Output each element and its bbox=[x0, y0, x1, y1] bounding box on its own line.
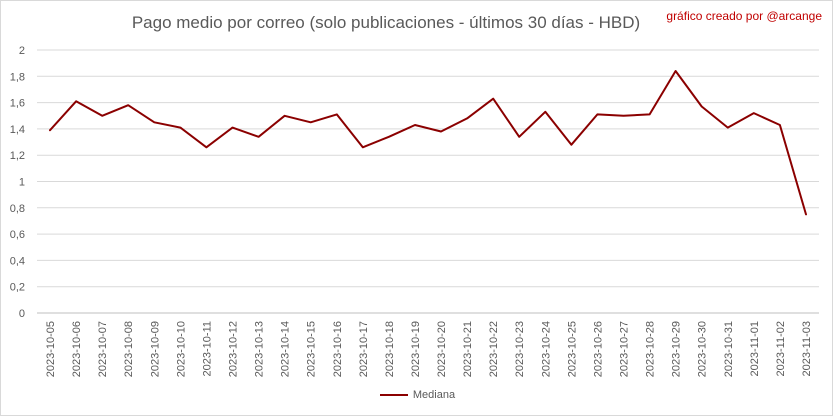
x-tick-label: 2023-10-18 bbox=[384, 321, 396, 377]
y-tick-label: 1,4 bbox=[10, 124, 25, 136]
y-tick-label: 0 bbox=[19, 308, 25, 320]
y-tick-label: 1,6 bbox=[10, 98, 25, 110]
x-tick-label: 2023-10-14 bbox=[280, 321, 292, 377]
x-tick-label: 2023-10-28 bbox=[645, 321, 657, 377]
x-tick-label: 2023-10-31 bbox=[723, 321, 735, 377]
y-tick-label: 0,8 bbox=[10, 203, 25, 215]
x-tick-label: 2023-10-23 bbox=[514, 321, 526, 377]
chart-title: Pago medio por correo (solo publicacione… bbox=[131, 13, 641, 32]
y-tick-label: 0,6 bbox=[10, 229, 25, 241]
legend-label: Mediana bbox=[412, 389, 456, 401]
chart-legend: Mediana bbox=[1, 389, 833, 401]
x-tick-label: 2023-10-22 bbox=[488, 321, 500, 377]
x-tick-label: 2023-10-27 bbox=[619, 321, 631, 377]
x-tick-label: 2023-10-12 bbox=[228, 321, 240, 377]
x-tick-label: 2023-10-10 bbox=[175, 321, 187, 377]
x-tick-label: 2023-10-17 bbox=[358, 321, 370, 377]
x-tick-label: 2023-10-11 bbox=[201, 321, 213, 376]
x-tick-label: 2023-10-07 bbox=[97, 321, 109, 377]
y-tick-label: 1,2 bbox=[10, 150, 25, 162]
x-tick-label: 2023-11-01 bbox=[749, 321, 761, 376]
series-line-mediana bbox=[49, 70, 807, 216]
y-tick-label: 0,2 bbox=[10, 282, 25, 294]
x-tick-label: 2023-10-26 bbox=[592, 321, 604, 377]
y-tick-label: 1 bbox=[19, 177, 25, 189]
chart-credit: gráfico creado por @arcange bbox=[666, 9, 822, 23]
x-tick-label: 2023-10-05 bbox=[45, 321, 57, 377]
y-tick-label: 2 bbox=[19, 45, 25, 57]
x-tick-label: 2023-10-24 bbox=[540, 321, 552, 377]
x-tick-label: 2023-10-15 bbox=[306, 321, 318, 377]
x-tick-label: 2023-10-06 bbox=[71, 321, 83, 377]
x-tick-label: 2023-10-09 bbox=[149, 321, 161, 377]
legend-swatch bbox=[379, 394, 408, 396]
x-tick-label: 2023-10-20 bbox=[436, 321, 448, 377]
x-tick-label: 2023-10-21 bbox=[462, 321, 474, 377]
x-tick-label: 2023-10-13 bbox=[254, 321, 266, 377]
y-tick-label: 1,8 bbox=[10, 71, 25, 83]
x-tick-label: 2023-10-16 bbox=[332, 321, 344, 377]
line-chart: 0 0,2 0,4 0,6 0,8 1 1,2 1,4 1,6 1,8 2 2023-10-05 202… bbox=[10, 45, 819, 377]
x-tick-label: 2023-10-08 bbox=[123, 321, 135, 377]
x-tick-label: 2023-10-19 bbox=[410, 321, 422, 377]
x-tick-label: 2023-11-03 bbox=[801, 321, 813, 376]
x-tick-label: 2023-10-29 bbox=[671, 321, 683, 377]
x-tick-label: 2023-10-25 bbox=[566, 321, 578, 377]
x-tick-label: 2023-11-02 bbox=[775, 321, 787, 376]
x-tick-label: 2023-10-30 bbox=[697, 321, 709, 377]
y-tick-label: 0,4 bbox=[10, 255, 25, 267]
